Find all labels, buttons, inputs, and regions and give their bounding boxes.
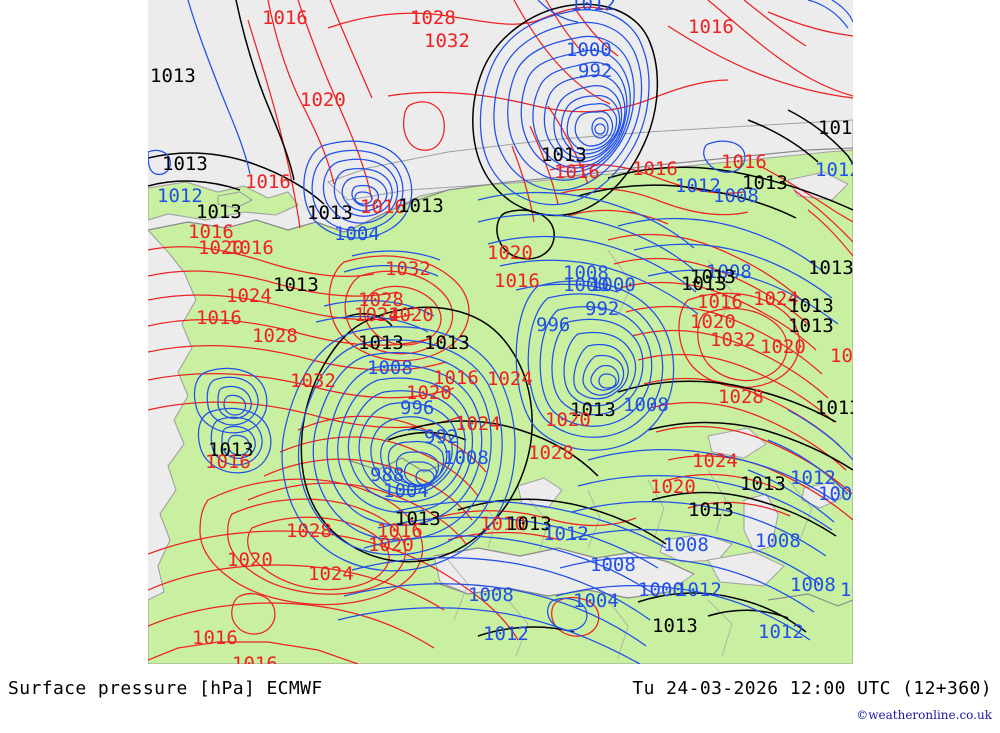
map-canvas [148,0,853,664]
map-footer: Surface pressure [hPa] ECMWF Tu 24-03-20… [0,664,1000,733]
isobars-high [148,0,853,664]
copyright-notice: ©weatheronline.co.uk [856,708,992,722]
coastlines [148,147,853,607]
pressure-contour-map[interactable]: 1016102810121016103210009921013102010131… [148,0,853,664]
chart-valid-time: Tu 24-03-2026 12:00 UTC (12+360) [632,678,992,699]
isobars-low [148,0,853,664]
chart-title: Surface pressure [hPa] ECMWF [8,678,323,699]
